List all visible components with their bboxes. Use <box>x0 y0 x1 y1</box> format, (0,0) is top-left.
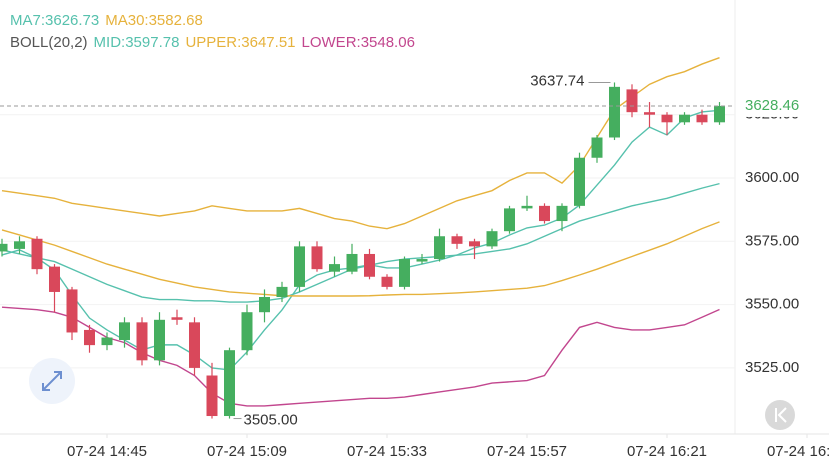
x-tick-label: 07-24 16:45 <box>767 443 829 460</box>
candle-body <box>626 89 638 113</box>
candle-body <box>171 317 183 320</box>
legend-entry: UPPER:3647.51 <box>185 34 296 51</box>
x-tick-label: 07-24 14:45 <box>67 443 147 460</box>
legend: MA7:3626.73 MA30:3582.68 BOLL(20,2) MID:35… <box>10 10 421 54</box>
candle-body <box>504 208 515 232</box>
candle-body <box>556 205 568 222</box>
last-price-tag <box>736 94 829 117</box>
candle-body <box>14 241 25 249</box>
candle-body <box>294 246 305 287</box>
candle-body <box>364 253 375 277</box>
candle-body <box>661 114 673 123</box>
candle-body <box>714 105 725 123</box>
indicator-line <box>1 306 720 407</box>
candle-body <box>416 259 428 262</box>
legend-entry: LOWER:3548.06 <box>301 34 415 51</box>
y-tick-label: 3550.00 <box>745 296 799 313</box>
y-tick-label: 3575.00 <box>745 232 799 249</box>
legend-row: BOLL(20,2) MID:3597.78 UPPER:3647.51 LOWER:… <box>10 32 421 54</box>
y-tick-label: 3600.00 <box>745 169 799 186</box>
x-tick-label: 07-24 15:09 <box>207 443 287 460</box>
min-label: 3505.00 <box>244 412 298 429</box>
legend-row: MA7:3626.73 MA30:3582.68 <box>10 10 421 32</box>
candle-body <box>591 137 603 158</box>
candle-body <box>101 337 113 346</box>
candle-body <box>696 114 708 123</box>
boll-title: BOLL(20,2) <box>10 34 88 51</box>
candle-body <box>644 112 655 115</box>
candle-body <box>434 236 445 260</box>
candle-body <box>66 289 78 333</box>
indicator-line <box>1 109 720 371</box>
candle-body <box>381 276 393 287</box>
indicator-line <box>1 57 720 230</box>
indicator-line <box>1 221 720 297</box>
candle-body <box>329 264 340 272</box>
scroll-latest-button[interactable] <box>765 400 795 430</box>
candle-body <box>486 231 498 247</box>
candle-body <box>206 375 218 417</box>
candle-body <box>679 114 690 123</box>
x-tick-label: 07-24 15:57 <box>487 443 567 460</box>
y-tick-label: 3525.00 <box>745 359 799 376</box>
candle-body <box>241 312 253 351</box>
candle-body <box>259 297 270 313</box>
candle-body <box>574 157 585 206</box>
candle-body <box>224 350 235 417</box>
legend-entry: MA30:3582.68 <box>105 12 203 29</box>
candle-body <box>609 86 620 138</box>
expand-button[interactable] <box>29 358 75 404</box>
max-label: 3637.74 <box>530 72 584 89</box>
candle-body <box>189 322 200 368</box>
candle-body <box>469 241 480 247</box>
legend-entry: MA7:3626.73 <box>10 12 100 29</box>
candle-body <box>539 205 550 222</box>
candle-body <box>84 329 95 346</box>
indicator-line <box>1 182 720 303</box>
candle-body <box>49 266 60 292</box>
x-tick-label: 07-24 16:21 <box>627 443 707 460</box>
candle-body <box>399 259 410 287</box>
candle-body <box>136 322 148 361</box>
candle-body <box>154 319 165 361</box>
last-price-label: 3628.46 <box>745 97 799 114</box>
x-tick-label: 07-24 15:33 <box>347 443 427 460</box>
candle-body <box>119 322 130 341</box>
candle-body <box>521 205 533 209</box>
candle-body <box>0 243 8 252</box>
legend-entry: MID:3597.78 <box>93 34 180 51</box>
candle-body <box>31 238 43 270</box>
candle-body <box>451 236 463 244</box>
candle-body <box>346 253 358 272</box>
candle-body <box>311 246 323 270</box>
candle-body <box>276 286 288 298</box>
